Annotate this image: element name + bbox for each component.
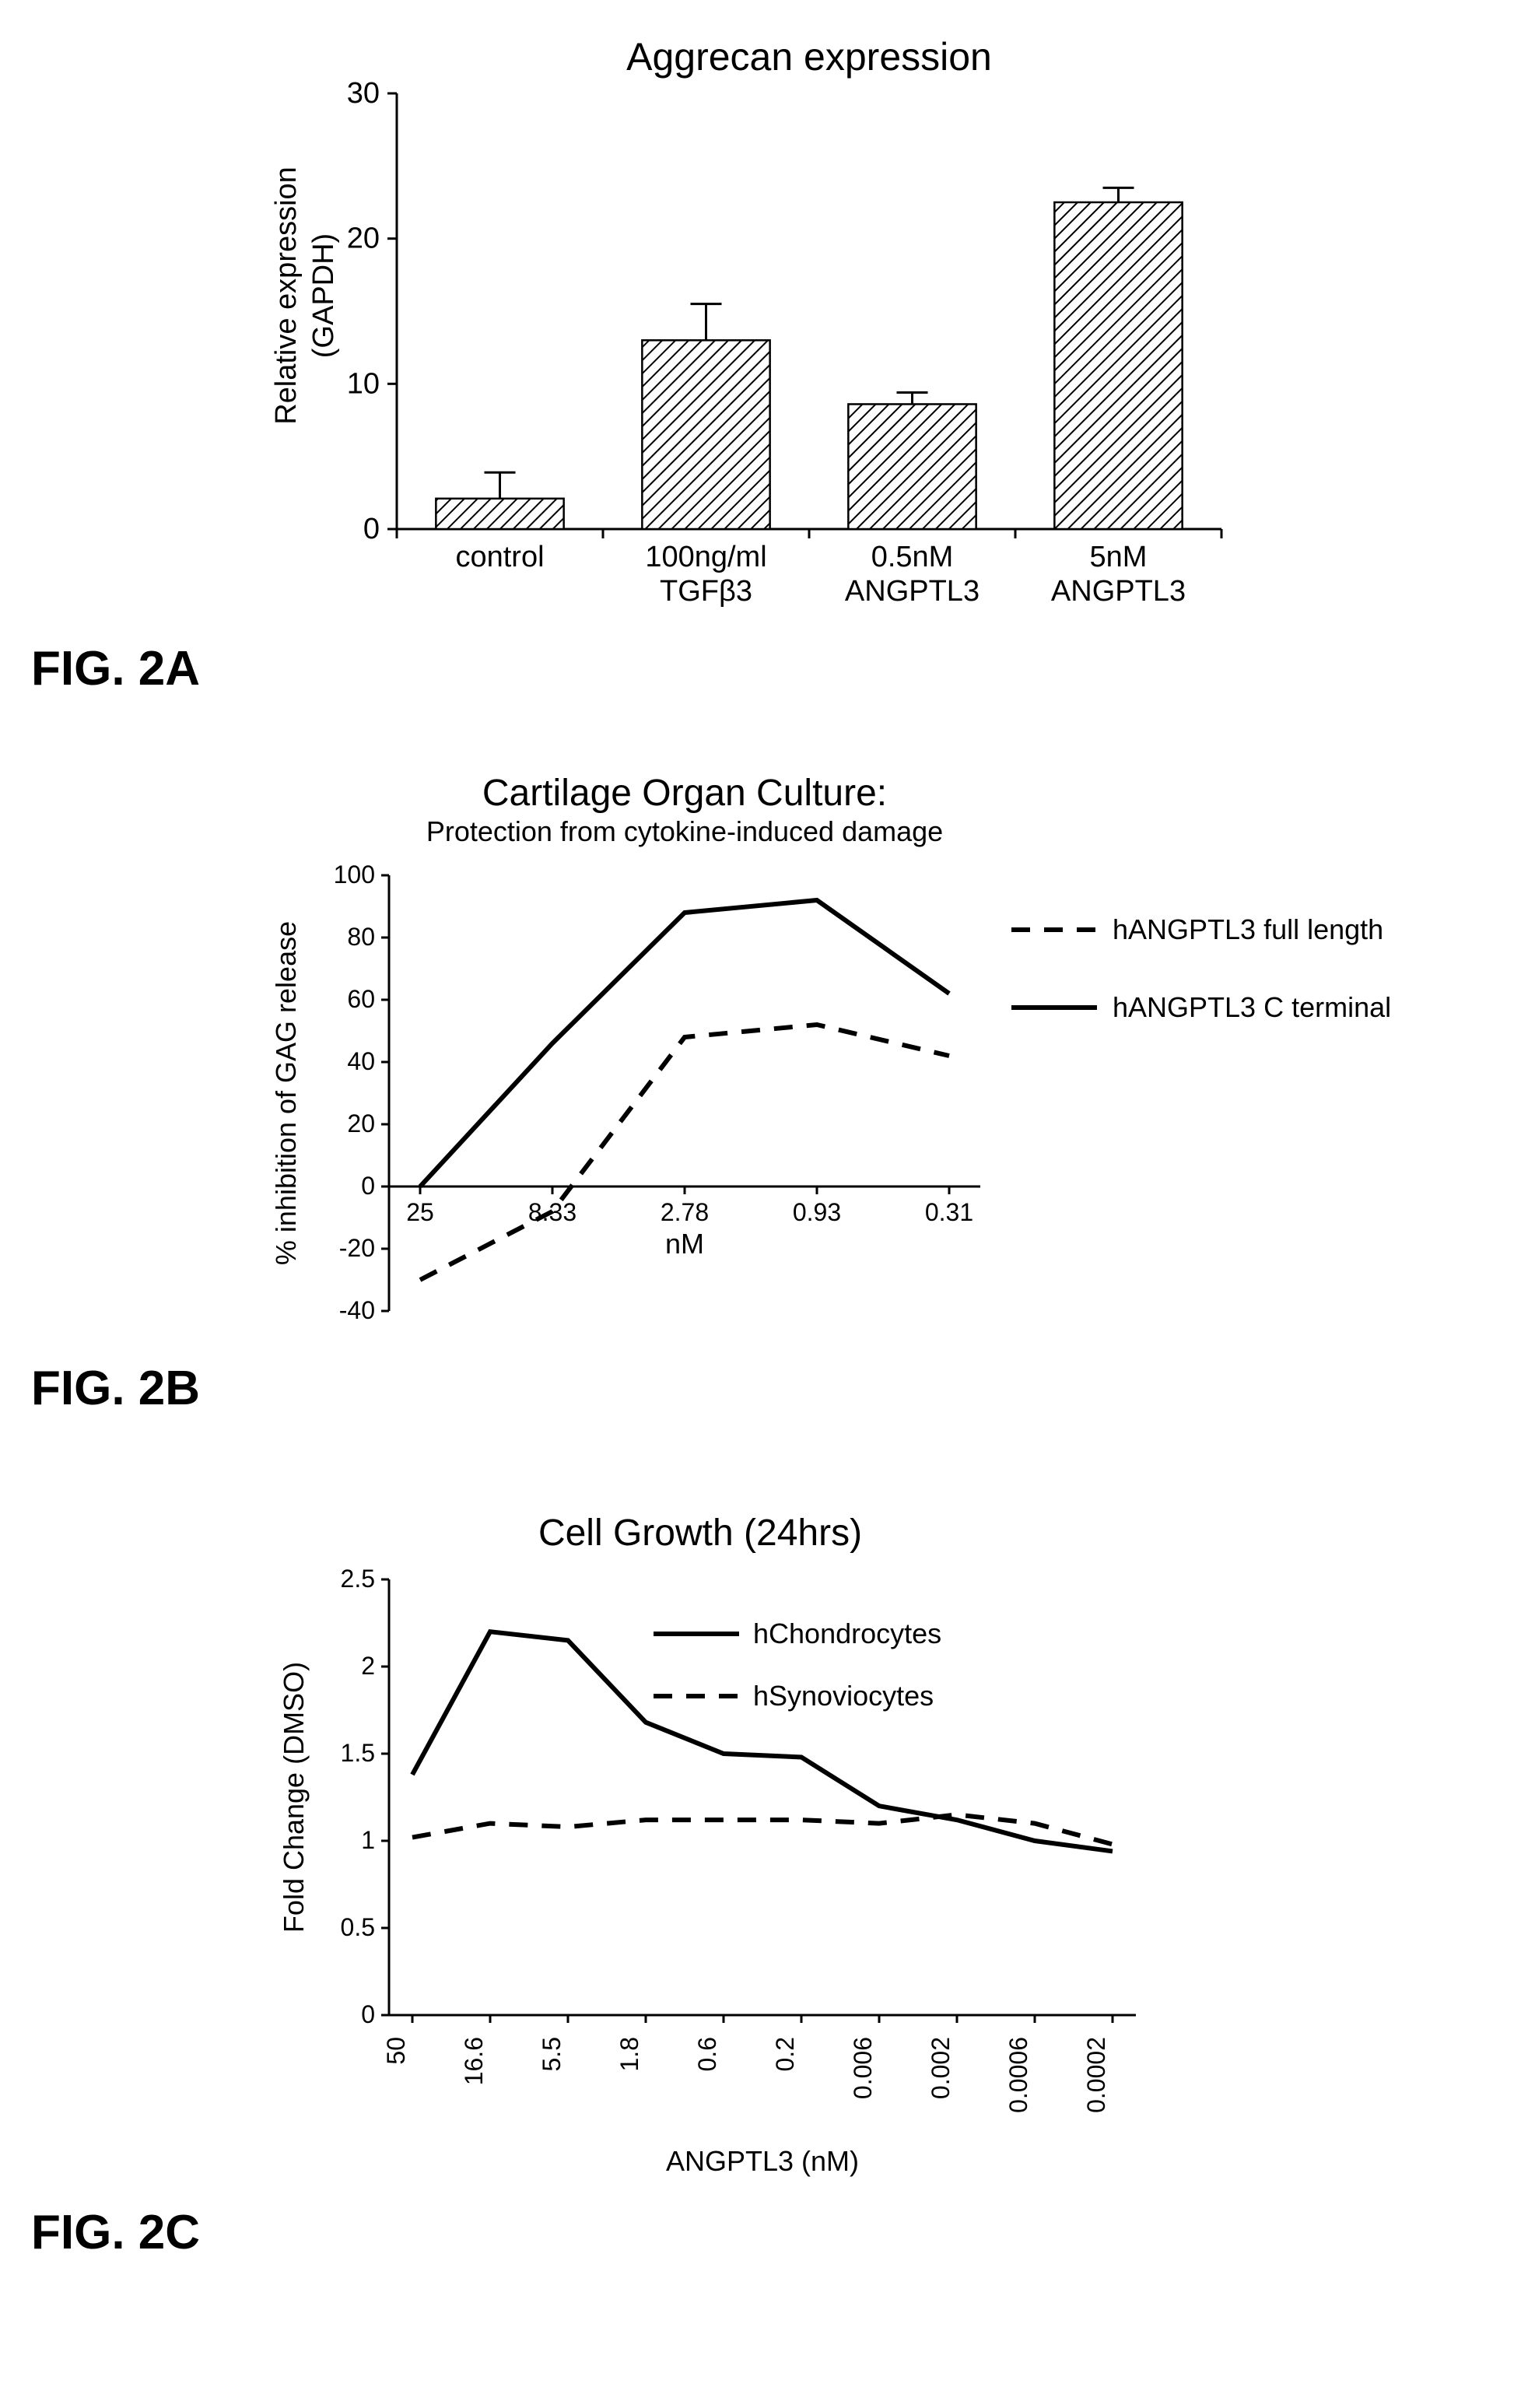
svg-text:20: 20 [347, 223, 380, 255]
svg-text:80: 80 [347, 923, 375, 951]
svg-text:ANGPTL3: ANGPTL3 [1051, 575, 1186, 608]
svg-text:0: 0 [363, 513, 380, 545]
svg-text:60: 60 [347, 985, 375, 1013]
chart-b-svg: Cartilage Organ Culture:Protection from … [218, 766, 1535, 1404]
fig-c-label: FIG. 2C [31, 2205, 200, 2260]
svg-text:ANGPTL3: ANGPTL3 [845, 575, 980, 608]
svg-text:0: 0 [361, 2000, 375, 2028]
svg-text:hANGPTL3 C terminal: hANGPTL3 C terminal [1113, 991, 1391, 1023]
svg-text:0.0002: 0.0002 [1082, 2037, 1110, 2113]
svg-text:0.31: 0.31 [925, 1198, 973, 1226]
svg-text:40: 40 [347, 1047, 375, 1075]
svg-text:2.78: 2.78 [661, 1198, 709, 1226]
svg-text:5.5: 5.5 [538, 2037, 566, 2071]
svg-text:Aggrecan expression: Aggrecan expression [626, 35, 992, 79]
svg-text:Protection from cytokine-induc: Protection from cytokine-induced damage [426, 815, 943, 847]
svg-text:0.0006: 0.0006 [1004, 2037, 1032, 2113]
svg-text:0.93: 0.93 [793, 1198, 841, 1226]
figure-c-block: Cell Growth (24hrs) 0 0.5 1 1.5 2 2.5 50 16.6 5.5… [31, 1502, 1504, 2284]
svg-text:Cell Growth (24hrs): Cell Growth (24hrs) [538, 1512, 862, 1554]
svg-text:% inhibition of GAG release: % inhibition of GAG release [270, 921, 302, 1265]
svg-text:Relative expression: Relative expression [270, 166, 303, 425]
svg-text:control: control [455, 541, 544, 573]
svg-text:0.2: 0.2 [771, 2037, 799, 2071]
svg-text:0.6: 0.6 [693, 2037, 721, 2071]
svg-text:hANGPTL3 full length: hANGPTL3 full length [1113, 913, 1383, 945]
svg-text:25: 25 [406, 1198, 434, 1226]
svg-text:2: 2 [361, 1652, 375, 1680]
svg-text:100ng/ml: 100ng/ml [645, 541, 766, 573]
svg-text:100: 100 [334, 861, 375, 889]
chart-c-svg: Cell Growth (24hrs) 0 0.5 1 1.5 2 2.5 50 16.6 5.5… [218, 1502, 1385, 2280]
svg-text:1: 1 [361, 1826, 375, 1854]
chart-a-svg: Aggrecan expression 0 10 20 30 Relative expre… [218, 31, 1385, 669]
svg-text:2.5: 2.5 [341, 1565, 375, 1593]
svg-text:0.002: 0.002 [927, 2037, 955, 2099]
svg-text:0.5nM: 0.5nM [871, 541, 954, 573]
svg-text:16.6: 16.6 [460, 2037, 488, 2085]
svg-text:Cartilage Organ Culture:: Cartilage Organ Culture: [482, 773, 887, 814]
svg-text:ANGPTL3 (nM): ANGPTL3 (nM) [666, 2145, 859, 2177]
svg-text:0.006: 0.006 [849, 2037, 877, 2099]
svg-text:30: 30 [347, 77, 380, 110]
figure-b-block: Cartilage Organ Culture:Protection from … [31, 766, 1504, 1408]
svg-text:5nM: 5nM [1090, 541, 1148, 573]
svg-text:TGFβ3: TGFβ3 [660, 575, 752, 608]
svg-text:0.5: 0.5 [341, 1913, 375, 1941]
svg-text:nM: nM [665, 1228, 704, 1260]
svg-text:hChondrocytes: hChondrocytes [753, 1618, 941, 1649]
figure-a-block: Aggrecan expression 0 10 20 30 Relative expre… [31, 31, 1504, 673]
svg-text:-40: -40 [339, 1296, 375, 1324]
fig-b-label: FIG. 2B [31, 1361, 200, 1416]
svg-text:-20: -20 [339, 1234, 375, 1262]
svg-text:Fold Change (DMSO): Fold Change (DMSO) [278, 1662, 310, 1933]
svg-text:1.5: 1.5 [341, 1739, 375, 1767]
svg-text:(GAPDH): (GAPDH) [307, 233, 340, 358]
svg-text:10: 10 [347, 367, 380, 400]
svg-text:1.8: 1.8 [615, 2037, 643, 2071]
svg-text:hSynoviocytes: hSynoviocytes [753, 1680, 934, 1712]
svg-text:0: 0 [361, 1172, 375, 1200]
fig-a-label: FIG. 2A [31, 641, 200, 696]
svg-text:20: 20 [347, 1109, 375, 1137]
svg-text:50: 50 [382, 2037, 410, 2065]
